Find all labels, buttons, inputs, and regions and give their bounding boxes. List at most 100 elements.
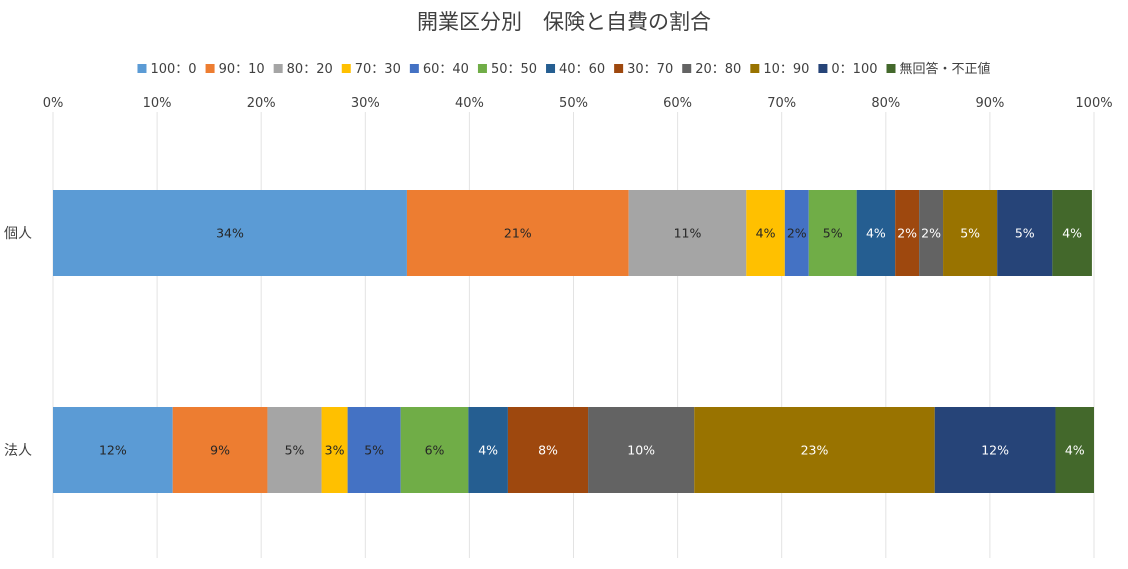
x-tick-label: 70% <box>767 96 796 111</box>
bar-segment <box>856 190 896 276</box>
legend-label: 50：50 <box>491 62 537 77</box>
bar-segment <box>172 407 268 493</box>
legend-label: 0：100 <box>831 62 877 77</box>
data-label: 5% <box>960 226 980 241</box>
legend-swatch <box>546 64 556 73</box>
data-label: 10% <box>627 443 655 458</box>
legend-item: 無回答・不正値 <box>886 61 991 77</box>
data-label: 2% <box>921 226 941 241</box>
bar-segment <box>406 190 629 276</box>
legend-swatch <box>205 64 215 73</box>
legend-swatch <box>614 64 624 73</box>
data-label: 4% <box>756 226 776 241</box>
bar-segment <box>997 190 1053 276</box>
data-label: 9% <box>210 443 230 458</box>
data-label: 3% <box>325 443 345 458</box>
data-label: 5% <box>364 443 384 458</box>
legend-label: 80：20 <box>287 62 333 77</box>
legend-label: 無回答・不正値 <box>900 61 991 77</box>
bar-segment <box>934 407 1056 493</box>
legend-label: 10：90 <box>763 62 809 77</box>
data-label: 8% <box>538 443 558 458</box>
legend-swatch <box>750 64 760 73</box>
bar-segment <box>347 407 401 493</box>
bar-segment <box>53 407 173 493</box>
data-label: 21% <box>504 226 532 241</box>
bar-segment <box>919 190 944 276</box>
data-label: 4% <box>1065 443 1085 458</box>
legend-swatch <box>818 64 828 73</box>
data-label: 2% <box>787 226 807 241</box>
bar-segment <box>746 190 785 276</box>
legend-item: 80：20 <box>273 62 333 77</box>
bar-segment <box>1055 407 1094 493</box>
legend-item: 10：90 <box>750 62 809 77</box>
legend-item: 40：60 <box>546 62 605 77</box>
legend-item: 20：80 <box>682 62 741 77</box>
category-label: 個人 <box>4 226 32 242</box>
legend-label: 20：80 <box>695 62 741 77</box>
data-label: 5% <box>285 443 305 458</box>
data-label: 5% <box>823 226 843 241</box>
data-label: 4% <box>866 226 886 241</box>
x-tick-label: 30% <box>351 96 380 111</box>
data-label: 6% <box>425 443 445 458</box>
legend-item: 90：10 <box>205 62 265 77</box>
bar-segment <box>588 407 695 493</box>
bar-segment <box>1052 190 1092 276</box>
legend-item: 30：70 <box>614 62 673 77</box>
x-tick-label: 20% <box>247 96 276 111</box>
bar-segment <box>267 407 322 493</box>
legend-swatch <box>137 64 147 73</box>
legend-item: 60：40 <box>409 62 469 77</box>
legend-swatch <box>409 64 419 73</box>
x-tick-label: 60% <box>663 96 692 111</box>
legend-swatch <box>341 64 351 73</box>
bar-segment <box>808 190 857 276</box>
data-label: 12% <box>99 443 127 458</box>
x-tick-label: 50% <box>559 96 588 111</box>
chart-title: 開業区分別 保険と自費の割合 <box>417 10 711 34</box>
bars: 34% 21% 11% 4% 2% 5% 4% 2% 2% 5% 5% 4% 12% 9% 5% 3% 5% 6%… <box>53 190 1094 493</box>
bar-segment <box>321 407 348 493</box>
legend-swatch <box>477 64 487 73</box>
bar-segment <box>507 407 589 493</box>
bar-segment <box>895 190 920 276</box>
data-label: 2% <box>897 226 917 241</box>
bar-segment <box>694 407 935 493</box>
x-tick-label: 10% <box>143 96 172 111</box>
legend-item: 50：50 <box>477 62 537 77</box>
legend-label: 100：0 <box>150 62 196 77</box>
data-label: 11% <box>674 226 702 241</box>
bar-segment <box>628 190 747 276</box>
category-label: 法人 <box>4 443 32 459</box>
data-label: 4% <box>1062 226 1082 241</box>
bar-segment <box>784 190 809 276</box>
legend-swatch <box>682 64 692 73</box>
x-axis-ticks: 0% 10% 20% 30% 40% 50% 60% 70% 80% 90% 100% <box>43 96 1113 111</box>
data-label: 4% <box>478 443 498 458</box>
legend-label: 90：10 <box>219 62 265 77</box>
data-label: 5% <box>1015 226 1035 241</box>
data-label: 34% <box>216 226 244 241</box>
x-tick-label: 100% <box>1075 96 1112 111</box>
legend-label: 40：60 <box>559 62 605 77</box>
legend-label: 60：40 <box>423 62 469 77</box>
legend-item: 70：30 <box>341 62 401 77</box>
data-label: 12% <box>981 443 1009 458</box>
legend-item: 100：0 <box>137 62 197 77</box>
x-tick-label: 80% <box>871 96 900 111</box>
x-tick-label: 40% <box>455 96 484 111</box>
bar-segment <box>468 407 508 493</box>
bar-segment <box>943 190 998 276</box>
x-tick-label: 90% <box>975 96 1004 111</box>
legend-label: 30：70 <box>627 62 673 77</box>
legend-item: 0：100 <box>818 62 878 77</box>
legend-swatch <box>273 64 283 73</box>
bar-segment <box>400 407 469 493</box>
data-label: 23% <box>801 443 829 458</box>
legend-label: 70：30 <box>355 62 401 77</box>
